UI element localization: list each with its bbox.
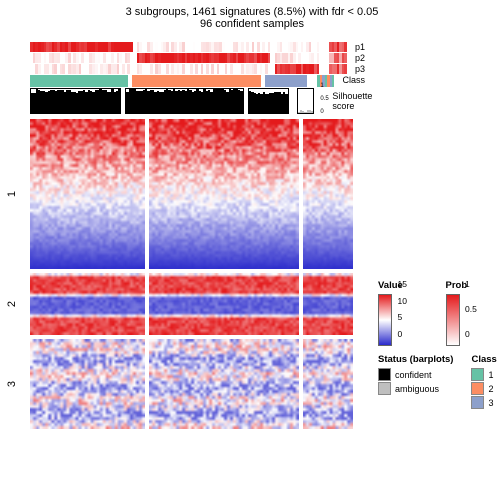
- heatmap-panel: [149, 273, 299, 335]
- legend-item: confident: [378, 368, 453, 381]
- legend-item: 2: [471, 382, 496, 395]
- value-gradient: [378, 294, 392, 346]
- row-group-label-3: 3: [6, 381, 18, 387]
- heatmap-panel: [303, 119, 353, 269]
- silhouette-label: Silhouette score: [332, 91, 372, 111]
- heatmap-panel: [303, 273, 353, 335]
- annot-label-p3: p3: [355, 64, 365, 74]
- title-line1: 3 subgroups, 1461 signatures (8.5%) with…: [0, 0, 504, 18]
- legend-prob-title: Prob: [446, 280, 496, 291]
- legend-status: Status (barplots) confidentambiguous: [378, 354, 453, 410]
- legend-value: Value 051015: [378, 280, 428, 346]
- legend-item: 3: [471, 396, 496, 409]
- title-line2: 96 confident samples: [0, 18, 504, 30]
- legend-item: 1: [471, 368, 496, 381]
- heatmap-panel: [30, 339, 145, 429]
- heatmap-panel: [149, 119, 299, 269]
- figure-main: p1p2p3Class00.51Silhouette score123: [30, 42, 365, 433]
- annot-label-p1: p1: [355, 42, 365, 52]
- legend-prob: Prob 00.51: [446, 280, 496, 346]
- legend-item: ambiguous: [378, 382, 453, 395]
- legend-status-title: Status (barplots): [378, 354, 453, 365]
- prob-gradient: [446, 294, 460, 346]
- legend-class-title: Class: [471, 354, 496, 365]
- annot-label-class: Class: [343, 75, 366, 87]
- annot-label-p2: p2: [355, 53, 365, 63]
- heatmap-panel: [149, 339, 299, 429]
- legend-class: Class 123: [471, 354, 496, 410]
- row-group-label-2: 2: [6, 301, 18, 307]
- heatmap-panel: [303, 339, 353, 429]
- heatmap-panel: [30, 273, 145, 335]
- heatmap-panel: [30, 119, 145, 269]
- legend-area: Value 051015 Prob 00.51 Status (barplots…: [378, 280, 498, 418]
- row-group-label-1: 1: [6, 191, 18, 197]
